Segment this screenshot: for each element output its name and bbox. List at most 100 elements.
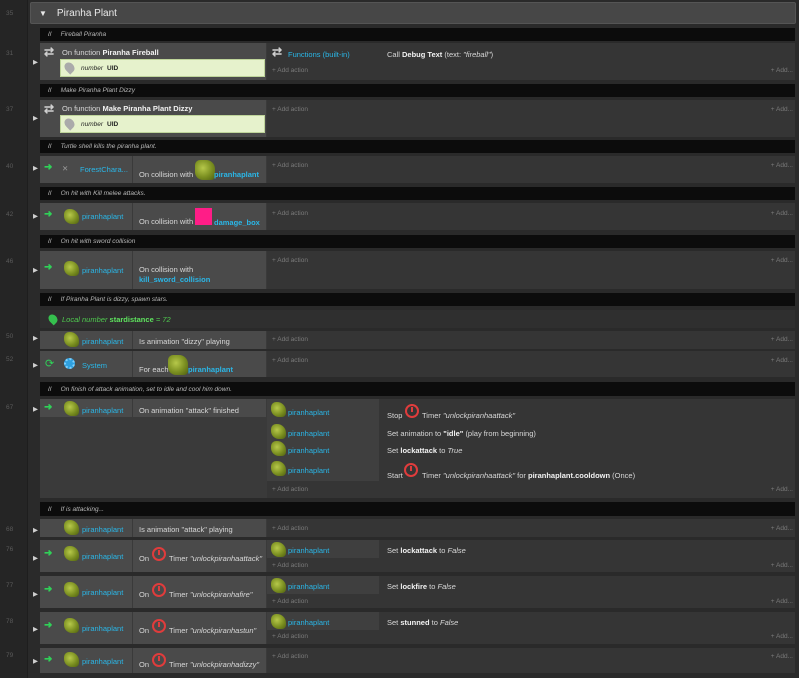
action-text[interactable]: Set animation to "idle" (play from begin… bbox=[387, 429, 536, 438]
expand-arrow-icon[interactable]: ▶ bbox=[33, 406, 38, 413]
expand-arrow-icon[interactable]: ▶ bbox=[33, 591, 38, 598]
add-button[interactable]: + Add... bbox=[770, 336, 793, 343]
action-text[interactable]: Set lockfire to False bbox=[387, 582, 456, 591]
local-variable-text[interactable]: Local number stardistance = 72 bbox=[62, 315, 171, 324]
add-button[interactable]: + Add... bbox=[770, 357, 793, 364]
piranhaplant-sprite-icon bbox=[271, 461, 286, 476]
action-object[interactable]: Functions (built-in) bbox=[288, 50, 350, 59]
piranhaplant-sprite-icon bbox=[64, 261, 79, 276]
condition-cell[interactable] bbox=[133, 331, 266, 349]
add-action-button[interactable]: + Add action bbox=[272, 257, 308, 264]
action-text[interactable]: Set lockattack to False bbox=[387, 546, 466, 555]
add-button[interactable]: + Add... bbox=[770, 562, 793, 569]
comment-row[interactable]: //Turtle shell kills the piranha plant. bbox=[40, 140, 795, 153]
expand-arrow-icon[interactable]: ▶ bbox=[33, 267, 38, 274]
expand-arrow-icon[interactable]: ▶ bbox=[33, 658, 38, 665]
add-button[interactable]: + Add... bbox=[770, 210, 793, 217]
action-text[interactable]: Stop bbox=[387, 411, 402, 420]
add-button[interactable]: + Add... bbox=[770, 633, 793, 640]
condition-cell[interactable] bbox=[133, 399, 266, 417]
object-cell[interactable] bbox=[40, 203, 132, 230]
comment-row[interactable]: //If is attacking... bbox=[40, 502, 795, 516]
object-cell[interactable] bbox=[40, 331, 132, 349]
expand-arrow-icon[interactable]: ▶ bbox=[33, 555, 38, 562]
expand-arrow-icon[interactable]: ▶ bbox=[33, 527, 38, 534]
add-button[interactable]: + Add... bbox=[770, 525, 793, 532]
condition-cell[interactable] bbox=[133, 351, 266, 377]
expand-arrow-icon[interactable]: ▶ bbox=[33, 165, 38, 172]
add-button[interactable]: + Add... bbox=[770, 598, 793, 605]
condition-cell[interactable] bbox=[133, 251, 266, 289]
local-variable-row[interactable] bbox=[40, 310, 795, 328]
object-cell[interactable] bbox=[40, 576, 132, 608]
add-action-button[interactable]: + Add action bbox=[272, 67, 308, 74]
object-cell[interactable] bbox=[40, 540, 132, 572]
action-text[interactable]: Call Debug Text (text: "fireball") bbox=[387, 50, 493, 59]
add-button[interactable]: + Add... bbox=[770, 162, 793, 169]
comment-row[interactable]: //On finish of attack animation, set to … bbox=[40, 382, 795, 396]
expand-arrow-icon[interactable]: ▶ bbox=[33, 335, 38, 342]
action-object[interactable]: piranhaplant bbox=[288, 466, 330, 475]
loop-icon: ⟳ bbox=[45, 358, 55, 370]
function-parameter[interactable]: number UID bbox=[60, 59, 265, 77]
add-action-button[interactable]: + Add action bbox=[272, 357, 308, 364]
expand-arrow-icon[interactable]: ▶ bbox=[33, 626, 38, 633]
comment-row[interactable]: //On hit with sword collision bbox=[40, 235, 795, 248]
object-cell[interactable] bbox=[40, 351, 132, 377]
add-action-button[interactable]: + Add action bbox=[272, 486, 308, 493]
add-action-button[interactable]: + Add action bbox=[272, 633, 308, 640]
event-group-header[interactable]: ▼ Piranha Plant bbox=[30, 2, 796, 24]
expand-arrow-icon[interactable]: ▶ bbox=[33, 59, 38, 66]
object-cell[interactable] bbox=[40, 156, 132, 183]
action-text[interactable]: Start bbox=[387, 471, 403, 480]
add-action-button[interactable]: + Add action bbox=[272, 162, 308, 169]
object-cell[interactable] bbox=[40, 519, 132, 537]
timer-label: Timer bbox=[169, 660, 188, 669]
object-cell[interactable] bbox=[40, 251, 132, 289]
add-action-button[interactable]: + Add action bbox=[272, 336, 308, 343]
add-action-button[interactable]: + Add action bbox=[272, 653, 308, 660]
timer-label: Timer bbox=[169, 590, 188, 599]
comment-text: On finish of attack animation, set to id… bbox=[60, 385, 232, 393]
add-button[interactable]: + Add... bbox=[770, 67, 793, 74]
object-cell[interactable] bbox=[40, 648, 132, 673]
add-button[interactable]: + Add... bbox=[770, 486, 793, 493]
expand-arrow-icon[interactable]: ▶ bbox=[33, 362, 38, 369]
action-text[interactable]: Set stunned to False bbox=[387, 618, 458, 627]
timer-duration: piranhaplant.cooldown bbox=[527, 471, 611, 480]
add-action-button[interactable]: + Add action bbox=[272, 106, 308, 113]
object-cell[interactable] bbox=[40, 399, 132, 417]
action-text[interactable]: Timer "unlockpiranhaattack" bbox=[422, 411, 515, 420]
add-button[interactable]: + Add... bbox=[770, 653, 793, 660]
condition-cell[interactable] bbox=[133, 519, 266, 537]
add-button[interactable]: + Add... bbox=[770, 106, 793, 113]
add-button[interactable]: + Add... bbox=[770, 257, 793, 264]
damage-box-sprite-icon bbox=[195, 208, 212, 225]
add-action-button[interactable]: + Add action bbox=[272, 562, 308, 569]
action-object[interactable]: piranhaplant bbox=[288, 546, 330, 555]
action-object[interactable]: piranhaplant bbox=[288, 618, 330, 627]
function-parameter[interactable]: number UID bbox=[60, 115, 265, 133]
line-number: 46 bbox=[6, 258, 14, 265]
add-action-button[interactable]: + Add action bbox=[272, 598, 308, 605]
condition-prefix: On function bbox=[62, 48, 101, 57]
action-object[interactable]: piranhaplant bbox=[288, 582, 330, 591]
comment-row[interactable]: //If Piranha Plant is dizzy, spawn stars… bbox=[40, 293, 795, 306]
expand-arrow-icon[interactable]: ▶ bbox=[33, 115, 38, 122]
action-object[interactable]: piranhaplant bbox=[288, 429, 330, 438]
comment-row[interactable]: //Make Piranha Plant Dizzy bbox=[40, 84, 795, 97]
actions-area bbox=[267, 331, 795, 349]
action-object[interactable]: piranhaplant bbox=[288, 408, 330, 417]
comment-row[interactable]: //On hit with Kill melee attacks. bbox=[40, 187, 795, 200]
comment-row[interactable]: //Fireball Piranha bbox=[40, 28, 795, 41]
add-action-button[interactable]: + Add action bbox=[272, 525, 308, 532]
action-text[interactable]: Set lockattack to True bbox=[387, 446, 462, 455]
action-object[interactable]: piranhaplant bbox=[288, 446, 330, 455]
collapse-triangle-icon[interactable]: ▼ bbox=[39, 8, 47, 18]
action-text[interactable]: Timer "unlockpiranhaattack" for piranhap… bbox=[422, 471, 635, 480]
system-gear-icon bbox=[64, 358, 75, 369]
object-cell[interactable] bbox=[40, 612, 132, 644]
condition-on: On bbox=[139, 590, 150, 599]
add-action-button[interactable]: + Add action bbox=[272, 210, 308, 217]
expand-arrow-icon[interactable]: ▶ bbox=[33, 213, 38, 220]
